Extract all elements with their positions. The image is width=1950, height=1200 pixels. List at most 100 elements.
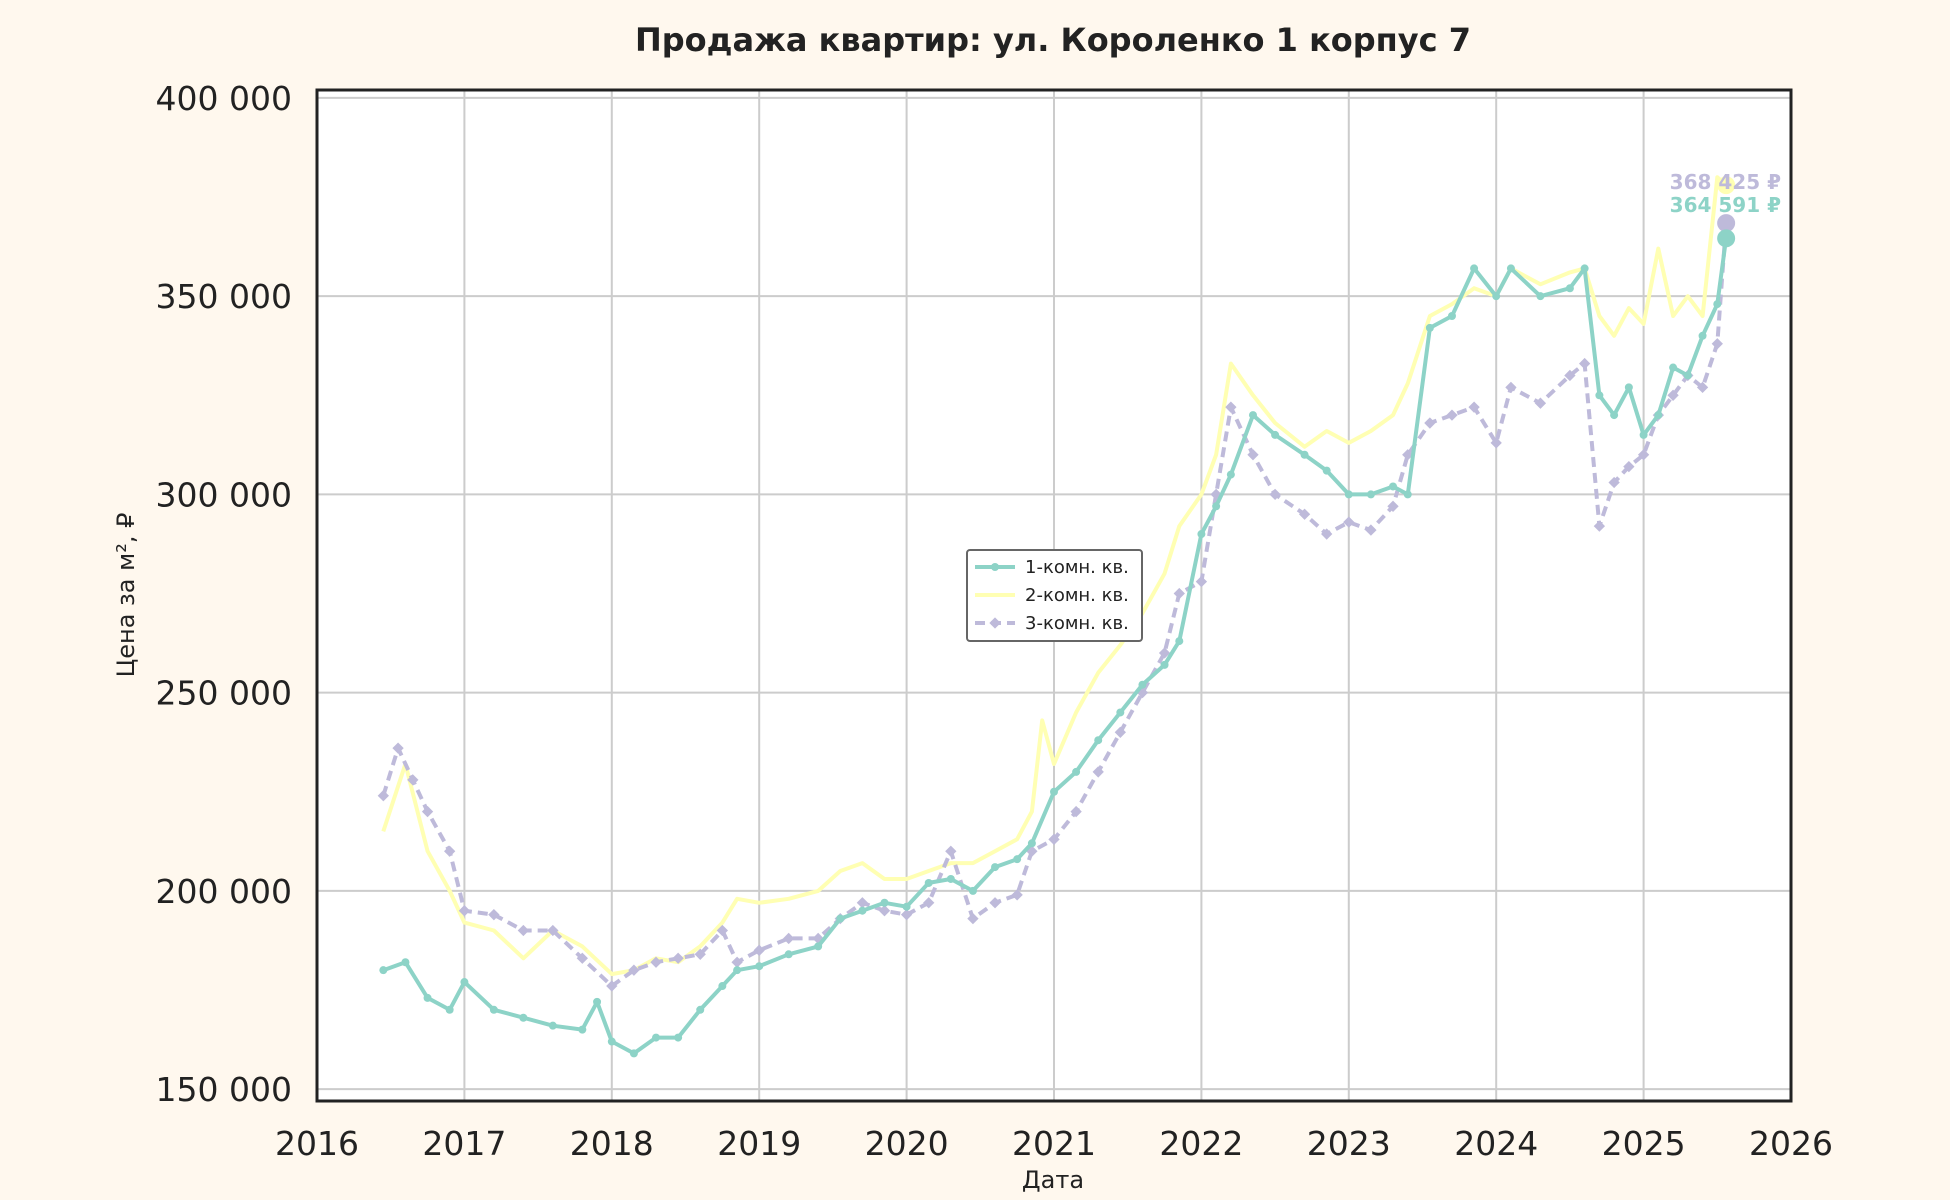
plot-frame bbox=[315, 88, 1793, 1103]
legend-label: 1-комн. кв. bbox=[1025, 557, 1129, 578]
data-point bbox=[1580, 264, 1589, 273]
data-point bbox=[1116, 708, 1125, 717]
legend-entry: 1-комн. кв. bbox=[975, 557, 1129, 578]
data-point bbox=[1711, 338, 1723, 350]
data-point bbox=[1322, 466, 1331, 475]
data-point bbox=[1226, 470, 1235, 479]
data-point bbox=[989, 897, 1001, 909]
y-tick-label: 300 000 bbox=[156, 475, 292, 514]
legend-label: 3-комн. кв. bbox=[1025, 613, 1129, 634]
data-point bbox=[1696, 381, 1709, 394]
data-point bbox=[1470, 264, 1479, 273]
data-point bbox=[1492, 292, 1501, 301]
y-tick-label: 400 000 bbox=[156, 79, 292, 118]
x-tick-label: 2020 bbox=[865, 1124, 949, 1163]
data-point bbox=[1565, 284, 1574, 293]
legend-entry: 3-комн. кв. bbox=[975, 613, 1129, 634]
legend-entry: 2-комн. кв. bbox=[975, 585, 1129, 606]
last-value-label: 368 425 ₽ bbox=[1670, 170, 1781, 194]
data-point bbox=[1468, 401, 1480, 413]
x-tick-label: 2026 bbox=[1749, 1124, 1833, 1163]
x-axis-label: Дата bbox=[1022, 1166, 1084, 1194]
data-point bbox=[488, 909, 500, 921]
y-tick-label: 350 000 bbox=[156, 277, 292, 316]
data-point bbox=[606, 980, 618, 992]
data-point bbox=[945, 845, 957, 857]
series-1-room bbox=[379, 229, 1736, 1058]
x-tick-label: 2018 bbox=[570, 1124, 654, 1163]
data-point bbox=[1698, 331, 1707, 340]
data-point bbox=[1506, 264, 1515, 273]
data-point bbox=[1300, 450, 1309, 459]
data-point bbox=[392, 742, 404, 754]
x-tick-labels: 2016 2017 2018 2019 2020 2021 2022 2023 2024 2025… bbox=[275, 1124, 1833, 1163]
legend-marker bbox=[989, 617, 1001, 629]
data-point bbox=[1173, 587, 1185, 600]
data-point bbox=[880, 898, 889, 907]
data-point bbox=[1271, 430, 1280, 439]
data-point bbox=[1446, 409, 1458, 421]
data-point bbox=[814, 942, 823, 951]
y-axis-label: Цена за м², ₽ bbox=[112, 513, 140, 678]
legend: 1-комн. кв. 2-комн. кв. 3-комн. кв. bbox=[966, 549, 1143, 642]
data-point bbox=[1564, 369, 1576, 382]
data-point bbox=[576, 952, 588, 964]
data-point bbox=[1114, 726, 1126, 738]
data-point bbox=[1195, 575, 1208, 588]
data-point bbox=[1048, 833, 1060, 845]
data-point bbox=[379, 966, 388, 975]
data-point bbox=[1138, 680, 1147, 689]
data-point bbox=[858, 906, 867, 915]
last-value-dot bbox=[1717, 229, 1736, 248]
data-point bbox=[1402, 449, 1414, 461]
data-point bbox=[1608, 476, 1620, 489]
data-point bbox=[1424, 417, 1436, 429]
data-point bbox=[694, 948, 706, 960]
data-point bbox=[1387, 500, 1399, 512]
data-point bbox=[1637, 449, 1650, 461]
data-point bbox=[672, 952, 684, 964]
data-point bbox=[1505, 381, 1517, 394]
data-point bbox=[1425, 323, 1434, 332]
data-point bbox=[718, 982, 727, 991]
data-point bbox=[923, 897, 935, 909]
data-point bbox=[1536, 292, 1545, 301]
data-point bbox=[460, 978, 469, 987]
data-point bbox=[1343, 516, 1355, 528]
data-point bbox=[1197, 530, 1206, 539]
data-point bbox=[856, 897, 869, 909]
data-point bbox=[1027, 839, 1036, 848]
x-tick-label: 2022 bbox=[1159, 1124, 1243, 1163]
data-point bbox=[716, 924, 729, 937]
data-point bbox=[696, 1005, 705, 1014]
data-point bbox=[967, 912, 979, 925]
data-point bbox=[1610, 411, 1619, 420]
data-point bbox=[629, 1049, 638, 1058]
legend-box bbox=[966, 549, 1143, 642]
data-point bbox=[968, 886, 977, 895]
data-point bbox=[1365, 524, 1377, 536]
data-point bbox=[650, 956, 662, 968]
data-point bbox=[1072, 767, 1081, 776]
data-point bbox=[900, 909, 913, 921]
data-point bbox=[1011, 889, 1023, 901]
data-point bbox=[519, 1013, 528, 1022]
data-point bbox=[1667, 389, 1679, 401]
data-point bbox=[1595, 391, 1604, 400]
data-point bbox=[607, 1037, 616, 1046]
legend-marker bbox=[991, 563, 999, 571]
data-point bbox=[1403, 490, 1412, 499]
data-point bbox=[1013, 855, 1022, 864]
legend-label: 2-комн. кв. bbox=[1025, 585, 1129, 606]
data-point bbox=[1321, 528, 1333, 540]
data-point bbox=[1534, 397, 1547, 409]
data-point bbox=[1247, 449, 1259, 461]
data-point bbox=[1158, 647, 1171, 659]
data-point bbox=[733, 966, 742, 975]
data-point bbox=[755, 962, 764, 971]
data-point bbox=[458, 905, 471, 917]
data-point bbox=[1578, 357, 1591, 370]
y-tick-label: 150 000 bbox=[156, 1070, 292, 1109]
data-point bbox=[1669, 363, 1678, 372]
